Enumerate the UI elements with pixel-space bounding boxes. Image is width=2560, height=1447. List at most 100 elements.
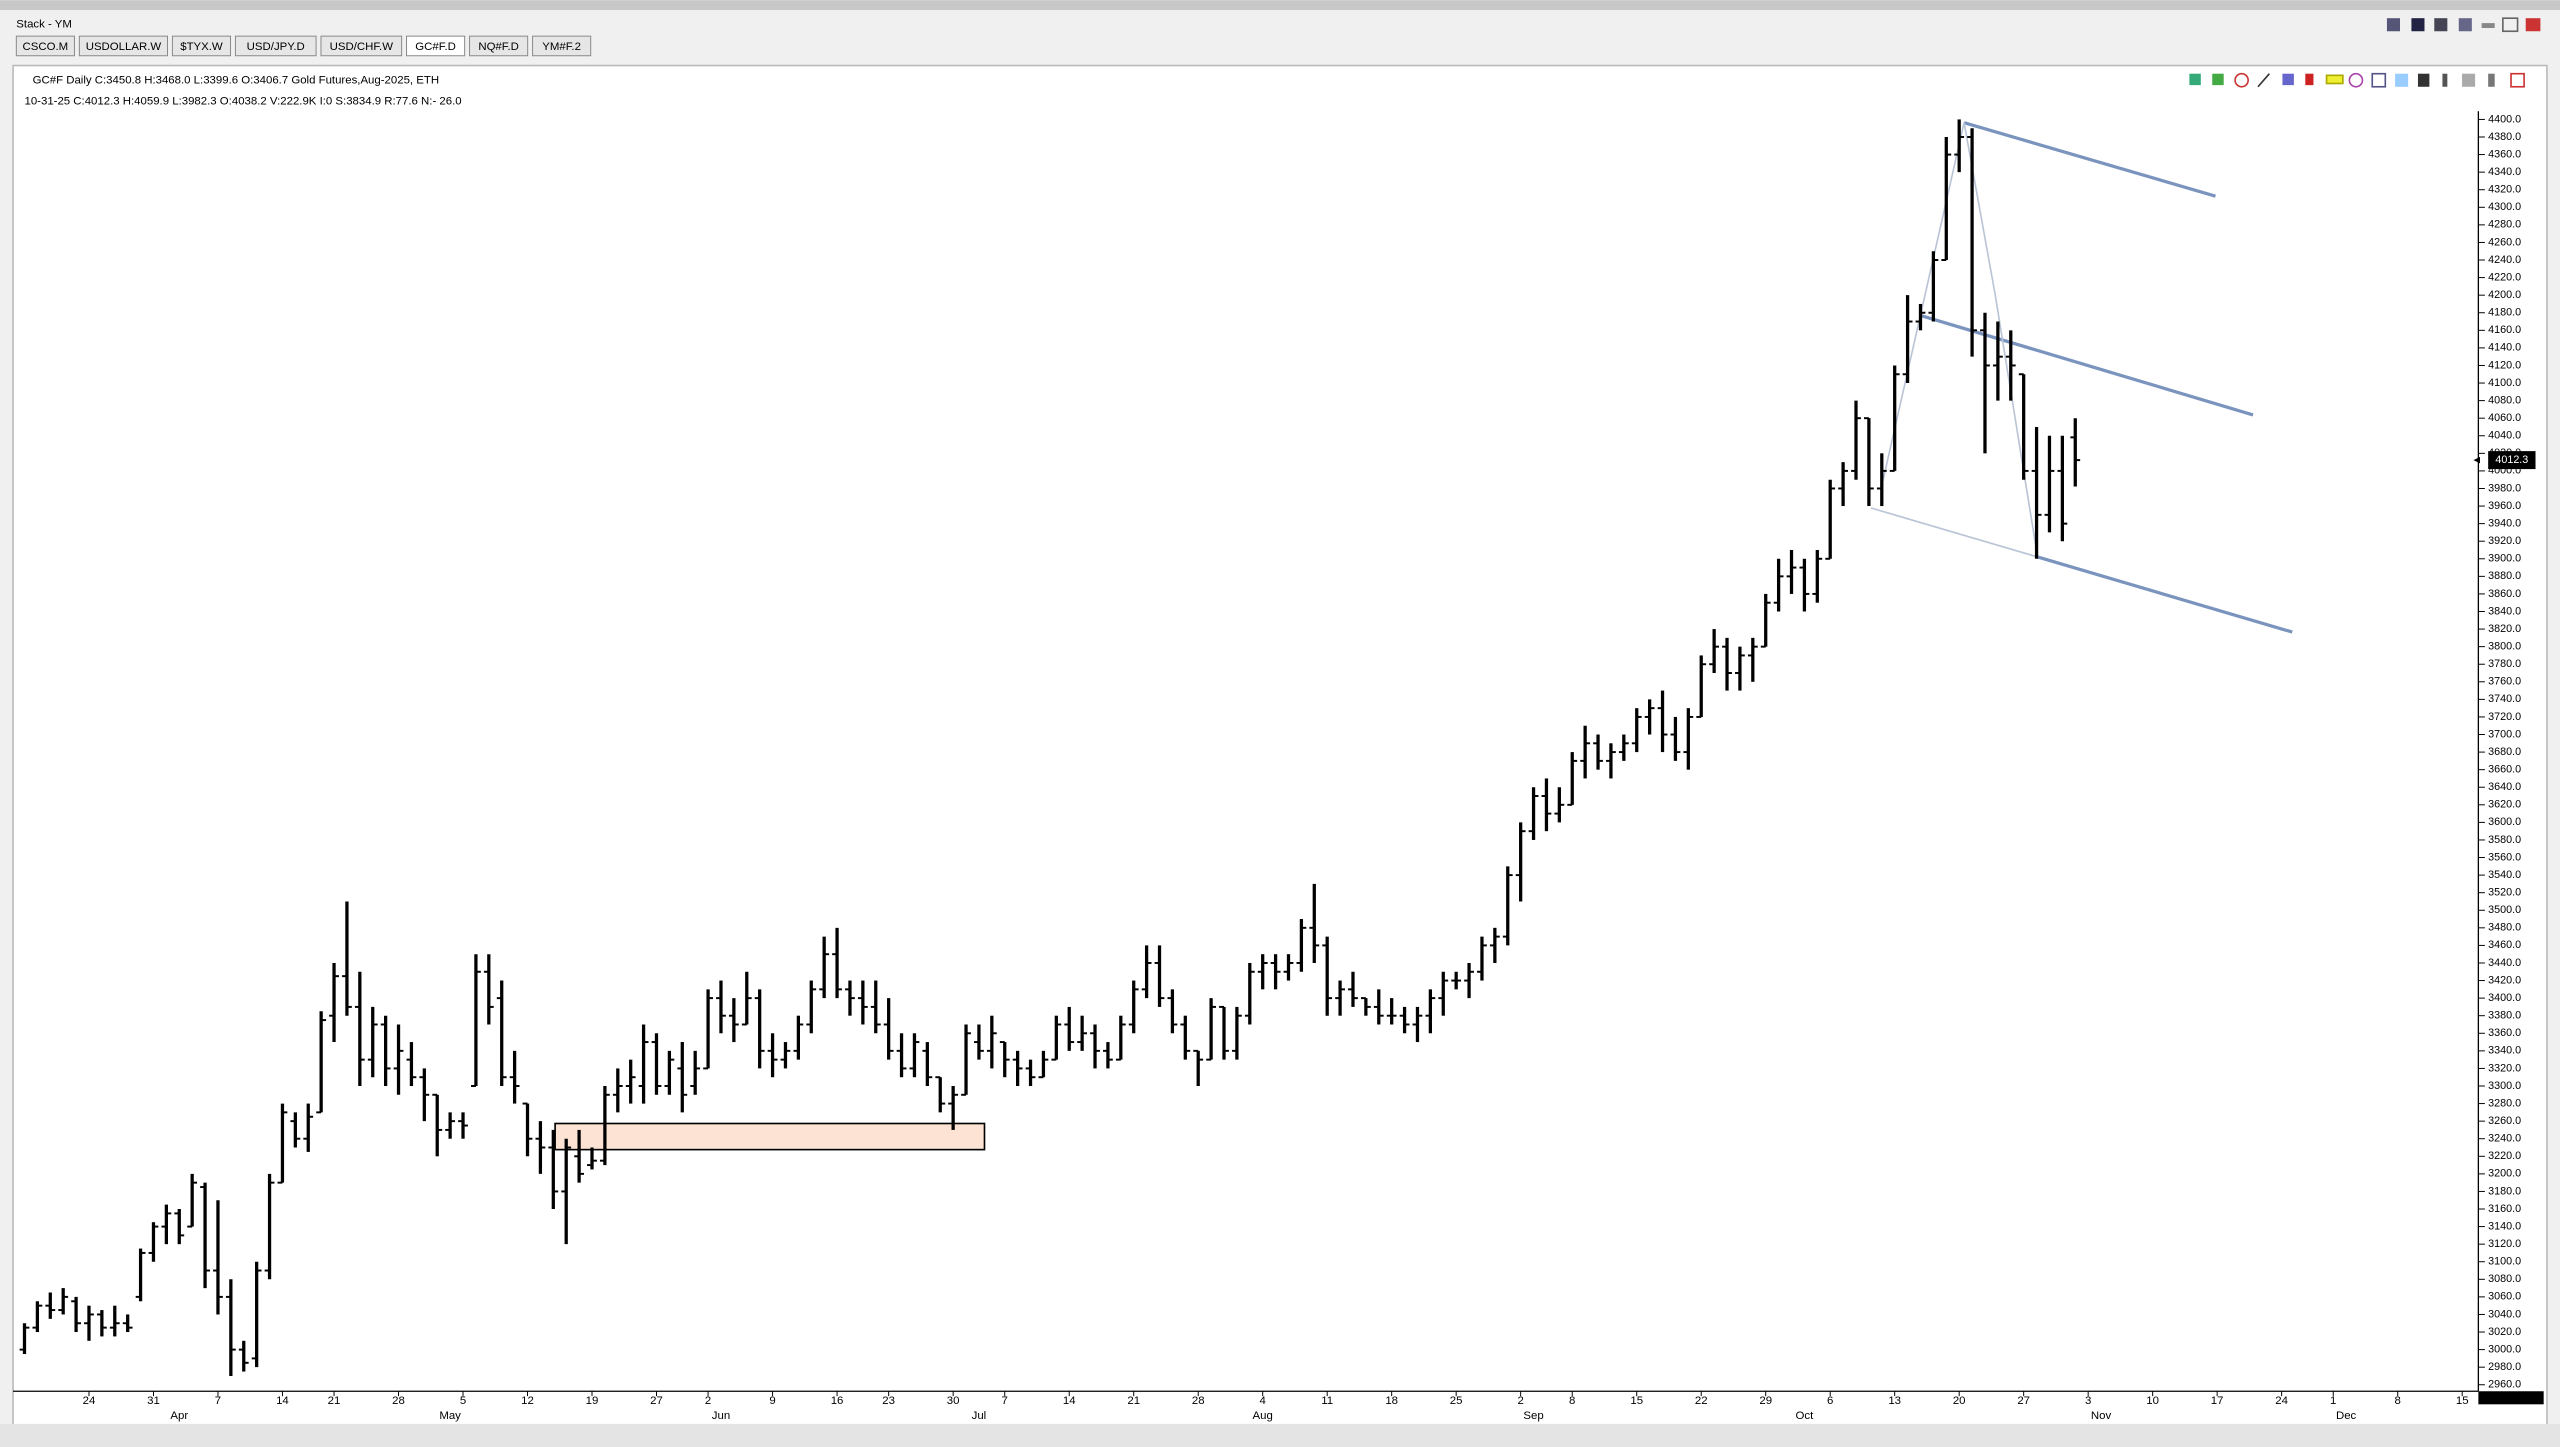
x-tick-label: 1	[2330, 1395, 2336, 1407]
y-tick-label: 3280.0	[2488, 1097, 2521, 1109]
x-tick-label: 7	[215, 1395, 221, 1407]
tab[interactable]	[406, 35, 466, 57]
y-tick-label: 3920.0	[2488, 535, 2521, 547]
tab-label[interactable]: YM#F.2	[542, 41, 581, 53]
chart-header-line2: 10-31-25 C:4012.3 H:4059.9 L:3982.3 O:40…	[24, 95, 461, 107]
tool-icon[interactable]	[2371, 72, 2387, 88]
y-tick-label: 3760.0	[2488, 676, 2521, 688]
pitchfork-handle	[1870, 507, 2038, 558]
x-tick-label: 14	[276, 1395, 289, 1407]
y-tick-label: 4400.0	[2488, 113, 2521, 125]
y-tick-label: 3680.0	[2488, 746, 2521, 758]
y-tick-label: 3820.0	[2488, 623, 2521, 635]
tab[interactable]	[469, 35, 529, 57]
tab-label[interactable]: NQ#F.D	[478, 41, 519, 53]
y-tick-label: 3740.0	[2488, 693, 2521, 705]
y-tick-label: 3360.0	[2488, 1027, 2521, 1039]
price-bars	[19, 119, 2081, 1376]
x-tick-label: 8	[1569, 1395, 1575, 1407]
channel-line[interactable]	[1963, 121, 2216, 198]
x-tick-label: 30	[947, 1395, 960, 1407]
y-tick-label: 3960.0	[2488, 500, 2521, 512]
close-button[interactable]	[2525, 18, 2541, 32]
y-tick-label: 3840.0	[2488, 605, 2521, 617]
y-tick-label: 3640.0	[2488, 781, 2521, 793]
y-tick-label: 3880.0	[2488, 570, 2521, 582]
y-tick-label: 4140.0	[2488, 342, 2521, 354]
x-tick-label: 15	[2456, 1395, 2469, 1407]
y-tick-label: 3780.0	[2488, 658, 2521, 670]
month-label: Aug	[1253, 1410, 1273, 1422]
x-tick-label: 17	[2211, 1395, 2224, 1407]
tool-icon[interactable]	[2282, 73, 2294, 86]
chart-header-line1: GC#F Daily C:3450.8 H:3468.0 L:3399.6 O:…	[33, 74, 439, 86]
x-tick-label: 27	[2017, 1395, 2030, 1407]
control-icon[interactable]	[2458, 18, 2472, 32]
x-tick-label: 3	[2085, 1395, 2091, 1407]
window-title: Stack - YM	[16, 19, 72, 31]
y-tick-label: 3540.0	[2488, 869, 2521, 881]
y-tick-label: 4200.0	[2488, 289, 2521, 301]
tab[interactable]	[78, 35, 168, 57]
x-tick-label: 16	[831, 1395, 844, 1407]
tab-label[interactable]: GC#F.D	[415, 41, 456, 53]
x-tick-label: 6	[1827, 1395, 1833, 1407]
channel-line[interactable]	[2037, 555, 2293, 634]
tab-label[interactable]: $TYX.W	[180, 41, 223, 53]
maximize-button[interactable]	[2502, 17, 2519, 33]
channel-line[interactable]	[1919, 313, 2254, 417]
y-tick-label: 3000.0	[2488, 1343, 2521, 1355]
tab-label[interactable]: USD/CHF.W	[330, 41, 394, 53]
tab-label[interactable]: CSCO.M	[23, 41, 69, 53]
x-tick-label: 11	[1321, 1395, 1333, 1407]
tab[interactable]	[320, 35, 403, 57]
tab[interactable]	[171, 35, 232, 57]
x-tick-label: 20	[1953, 1395, 1966, 1407]
tool-icon[interactable]	[2212, 73, 2224, 86]
tool-icon[interactable]	[2234, 72, 2249, 88]
x-tick-label: 18	[1385, 1395, 1398, 1407]
tool-icon[interactable]	[2348, 72, 2364, 88]
tool-icon[interactable]	[2325, 74, 2344, 85]
y-tick-label: 3080.0	[2488, 1273, 2521, 1285]
y-tick-label: 3180.0	[2488, 1185, 2521, 1197]
y-tick-label: 3460.0	[2488, 939, 2521, 951]
tool-icon[interactable]	[2395, 73, 2409, 87]
y-tick-label: 4040.0	[2488, 430, 2521, 442]
y-tick-label: 3220.0	[2488, 1150, 2521, 1162]
support-zone-rectangle[interactable]	[554, 1122, 986, 1151]
control-icon[interactable]	[2434, 18, 2448, 32]
y-tick-label: 4220.0	[2488, 271, 2521, 283]
x-tick-label: 25	[1450, 1395, 1463, 1407]
x-tick-label: 24	[83, 1395, 96, 1407]
tool-icon[interactable]	[2462, 73, 2476, 87]
tool-icon[interactable]	[2189, 73, 2201, 86]
tool-icon[interactable]	[2417, 73, 2430, 87]
y-tick-label: 4100.0	[2488, 377, 2521, 389]
tab[interactable]	[532, 35, 592, 57]
month-label: Dec	[2336, 1410, 2357, 1422]
tool-icon[interactable]	[2488, 73, 2495, 87]
price-chart: 2960.0 2980.0 3000.0 3020.0 3040.0 3060.0 3080…	[13, 111, 2536, 1422]
x-tick-label: 13	[1888, 1395, 1901, 1407]
control-icon[interactable]	[2386, 18, 2400, 32]
minimize-button[interactable]	[2481, 23, 2495, 28]
y-tick-label: 4340.0	[2488, 166, 2521, 178]
y-tick-label: 4260.0	[2488, 236, 2521, 248]
tool-icon[interactable]	[2442, 73, 2448, 87]
tab-label[interactable]: USD/JPY.D	[247, 41, 305, 53]
y-tick-label: 4360.0	[2488, 148, 2521, 160]
tab[interactable]	[234, 35, 317, 57]
tool-icon[interactable]	[2305, 73, 2314, 86]
control-icon[interactable]	[2411, 18, 2425, 32]
y-tick-label: 4180.0	[2488, 307, 2521, 319]
tab-label[interactable]: USDOLLAR.W	[86, 41, 162, 53]
y-tick-label: 3700.0	[2488, 728, 2521, 740]
tool-icon[interactable]	[2510, 72, 2525, 88]
x-tick-label: 21	[1127, 1395, 1140, 1407]
tool-icon[interactable]	[2257, 73, 2271, 88]
x-tick-label: 24	[2275, 1395, 2288, 1407]
tab[interactable]	[15, 35, 75, 57]
y-tick-label: 3980.0	[2488, 482, 2521, 494]
